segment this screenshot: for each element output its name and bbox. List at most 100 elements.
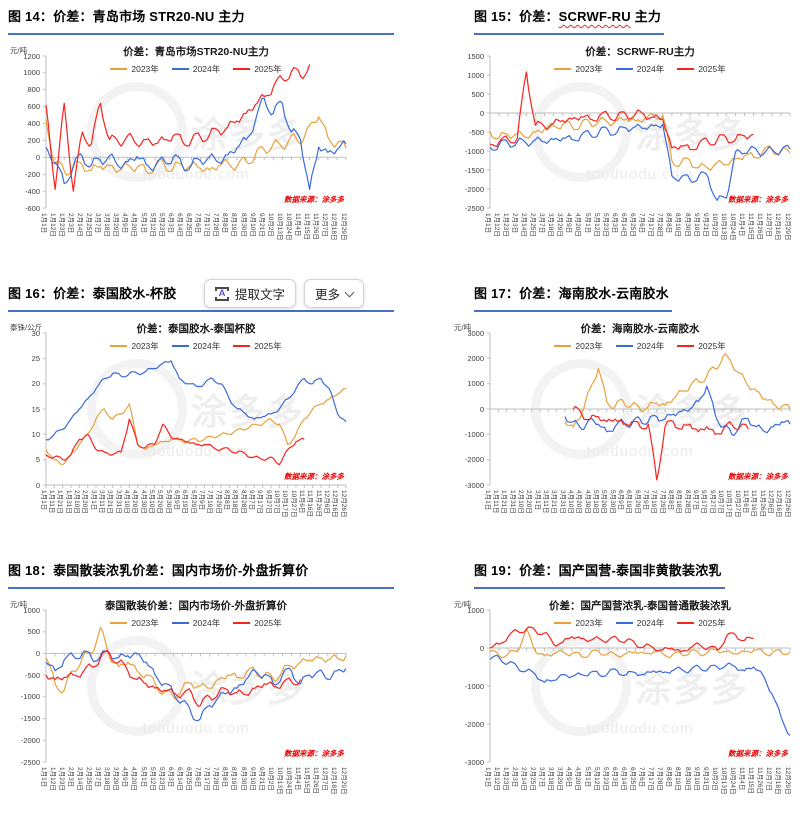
series-line-2024年 xyxy=(489,654,791,736)
y-tick-label: 200 xyxy=(27,135,40,145)
more-button[interactable]: 更多 xyxy=(304,279,365,308)
y-tick-label: 400 xyxy=(27,119,40,129)
y-tick-label: -1000 xyxy=(464,681,484,691)
chart-title: 泰国散装价差：国内市场价-外盘折算价 xyxy=(105,600,287,612)
chart-title: 价差：SCRWF-RU主力 xyxy=(585,46,695,58)
chart-legend: 2023年 2024年 2025年 xyxy=(46,617,346,629)
legend-label: 2025年 xyxy=(254,64,282,74)
x-tick-label: 12月18日 xyxy=(330,213,338,241)
y-tick-label: 1000 xyxy=(467,379,484,389)
data-source-note: 数据来源：涂多多 xyxy=(728,472,788,481)
x-tick-label: 12月18日 xyxy=(774,767,782,795)
x-tick-label: 1月1日 xyxy=(483,767,491,788)
legend-label: 2024年 xyxy=(636,341,665,351)
y-tick-label: -1000 xyxy=(464,146,484,156)
legend-swatch xyxy=(677,621,695,625)
chart-title: 价差：海南胶水-云南胶水 xyxy=(580,323,700,335)
axis-lines xyxy=(43,332,347,488)
legend-item: 2023年 xyxy=(110,63,159,75)
series-line-2023年 xyxy=(564,353,791,428)
y-tick-label: 0 xyxy=(479,404,484,414)
x-tick-label: 8月19日 xyxy=(674,767,682,791)
caption-spellcheck-text: SCRWF-RU xyxy=(558,9,631,24)
legend-item: 2025年 xyxy=(677,340,726,352)
y-tick-label: 600 xyxy=(27,102,40,112)
legend-item: 2025年 xyxy=(677,63,726,75)
legend-swatch xyxy=(677,344,695,348)
figure-15-caption: 图 15：价差：SCRWF-RU 主力 xyxy=(474,6,665,35)
y-axis-unit: 元/吨 xyxy=(454,323,472,332)
legend-swatch xyxy=(677,67,695,71)
series-line-2023年 xyxy=(489,628,791,659)
legend-swatch xyxy=(110,621,128,625)
y-tick-label: 1000 xyxy=(467,605,484,615)
series-line-2024年 xyxy=(564,385,791,437)
data-source-note: 数据来源：涂多多 xyxy=(284,749,344,758)
series-line-2025年 xyxy=(45,418,305,466)
legend-label: 2023年 xyxy=(575,64,603,74)
y-tick-label: 30 xyxy=(31,328,40,338)
legend-label: 2023年 xyxy=(575,618,603,628)
data-source-note: 数据来源：涂多多 xyxy=(284,472,344,481)
y-tick-label: -2500 xyxy=(20,757,40,767)
y-tick-label: -500 xyxy=(468,127,484,137)
legend-swatch xyxy=(554,621,572,625)
legend-swatch xyxy=(554,344,572,348)
y-tick-label: -2000 xyxy=(464,719,484,729)
y-tick-label: 1500 xyxy=(467,51,484,61)
legend-label: 2025年 xyxy=(254,618,282,628)
figure-17-caption: 图 17：价差：海南胶水-云南胶水 xyxy=(474,283,672,312)
legend-swatch xyxy=(615,621,633,625)
legend-label: 2023年 xyxy=(131,64,159,74)
legend-label: 2023年 xyxy=(131,341,159,351)
y-tick-label: -2500 xyxy=(464,203,484,213)
x-tick-label: 12月26日 xyxy=(339,490,347,518)
series-line-2024年 xyxy=(489,123,791,201)
chart-legend: 2023年 2024年 2025年 xyxy=(490,63,790,75)
series-line-2025年 xyxy=(489,71,754,151)
legend-label: 2024年 xyxy=(636,64,665,74)
y-tick-label: -1000 xyxy=(20,692,40,702)
figure-16-caption: 图 16：价差：泰国胶水-杯胶 xyxy=(8,283,394,312)
x-tick-label: 4月20日 xyxy=(130,213,138,237)
y-tick-label: 3000 xyxy=(467,328,484,338)
legend-label: 2024年 xyxy=(192,64,221,74)
plot-area xyxy=(487,332,791,486)
legend-swatch xyxy=(233,621,251,625)
axis-lines xyxy=(487,609,791,763)
y-tick-label: 1200 xyxy=(23,51,40,61)
chart-qingdao-str20-nu: 涂多多 tooduodu.com 元/吨 价差：青岛市场STR20-NU主力 2023年… xyxy=(6,40,378,272)
y-tick-label: 0 xyxy=(35,648,40,658)
y-tick-label: 500 xyxy=(471,89,484,99)
x-tick-label: 1月1日 xyxy=(39,213,47,234)
chart-thai-bulk-concentrate-spread: 涂多多 tooduodu.com 元/吨 泰国散装价差：国内市场价-外盘折算价 2023… xyxy=(6,594,378,826)
legend-item: 2024年 xyxy=(171,617,220,629)
legend-swatch xyxy=(171,67,189,71)
legend-swatch xyxy=(233,344,251,348)
legend-item: 2025年 xyxy=(233,63,282,75)
figure-18-caption: 图 18：泰国散装浓乳价差：国内市场价-外盘折算价 xyxy=(8,560,394,589)
legend-item: 2023年 xyxy=(554,63,603,75)
y-tick-label: 5 xyxy=(35,455,40,465)
legend-label: 2023年 xyxy=(131,618,159,628)
chart-title: 价差：泰国胶水-泰国杯胶 xyxy=(136,323,256,335)
y-tick-label: 0 xyxy=(35,152,40,162)
chart-title: 价差：青岛市场STR20-NU主力 xyxy=(123,46,269,58)
y-tick-label: 25 xyxy=(31,353,40,363)
series-line-2023年 xyxy=(489,112,791,171)
y-tick-label: 1000 xyxy=(467,70,484,80)
chart-legend: 2023年 2024年 2025年 xyxy=(46,340,346,352)
legend-label: 2025年 xyxy=(254,341,282,351)
chart-legend: 2023年 2024年 2025年 xyxy=(46,63,346,75)
y-tick-label: 1000 xyxy=(23,68,40,78)
series-line-2025年 xyxy=(572,405,749,481)
legend-item: 2025年 xyxy=(677,617,726,629)
x-tick-label: 8月19日 xyxy=(230,767,238,791)
series-line-2025年 xyxy=(45,64,311,192)
y-tick-label: -500 xyxy=(24,670,40,680)
x-tick-label: 8月30日 xyxy=(683,213,691,237)
extract-text-button[interactable]: A 提取文字 xyxy=(204,279,297,308)
ocr-icon-glyph: A xyxy=(218,288,226,299)
data-source-note: 数据来源：涂多多 xyxy=(284,195,344,204)
legend-item: 2024年 xyxy=(171,340,220,352)
